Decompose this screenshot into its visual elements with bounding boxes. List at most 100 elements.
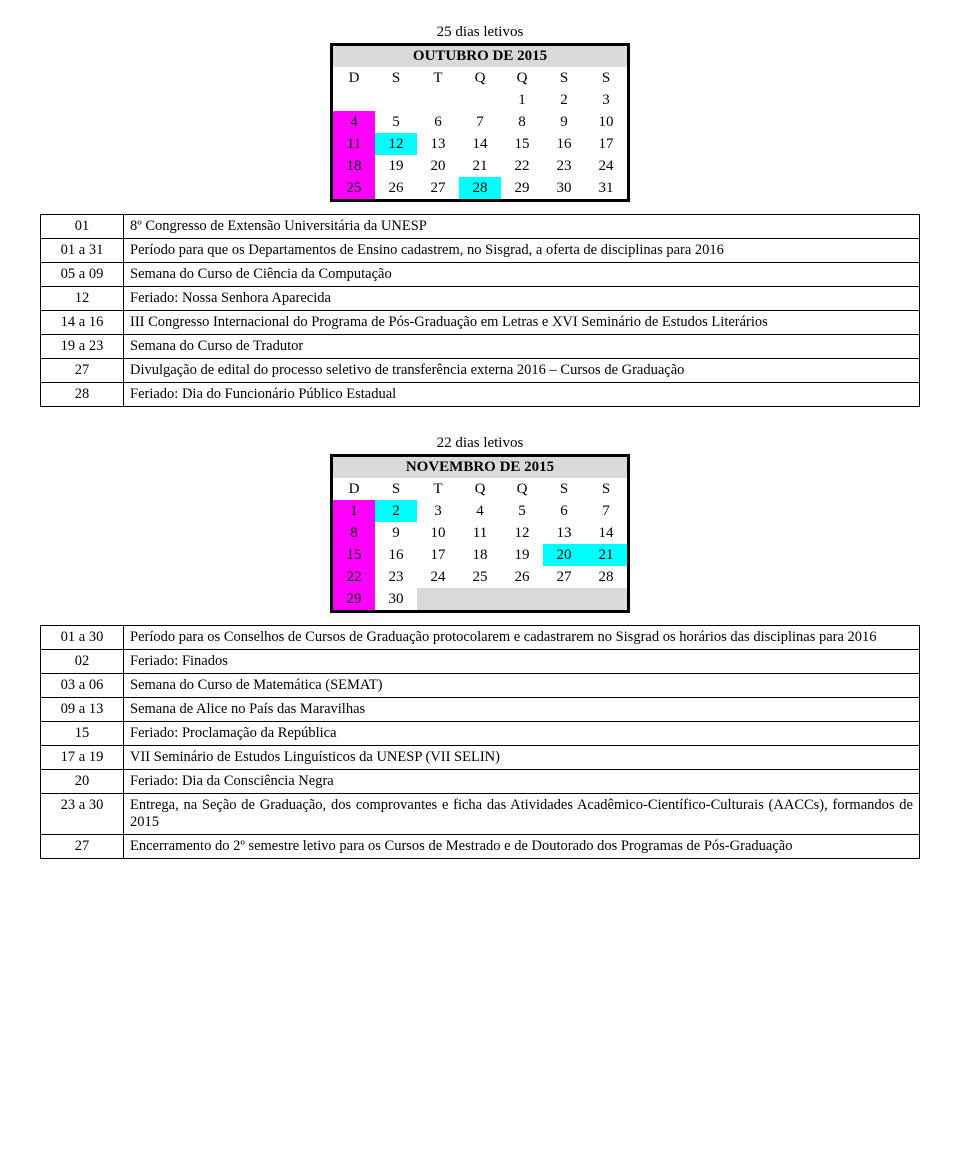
calendar-cell: [417, 89, 459, 111]
event-date: 09 a 13: [41, 698, 124, 722]
calendar-cell: 17: [417, 544, 459, 566]
calendar-cell: 26: [501, 566, 543, 588]
event-text: Semana do Curso de Ciência da Computação: [124, 263, 920, 287]
nov-title: NOVEMBRO DE 2015: [332, 456, 629, 479]
dow-cell: Q: [459, 478, 501, 500]
calendar-cell: 19: [375, 155, 417, 177]
calendar-cell: 23: [543, 155, 585, 177]
calendar-cell: 20: [543, 544, 585, 566]
calendar-row: 123: [332, 89, 629, 111]
calendar-cell: 28: [585, 566, 629, 588]
dow-cell: T: [417, 67, 459, 89]
event-row: 15Feriado: Proclamação da República: [41, 722, 920, 746]
event-row: 05 a 09Semana do Curso de Ciência da Com…: [41, 263, 920, 287]
event-row: 20Feriado: Dia da Consciência Negra: [41, 770, 920, 794]
calendar-cell: 12: [375, 133, 417, 155]
calendar-cell: 21: [585, 544, 629, 566]
calendar-cell: 27: [543, 566, 585, 588]
event-text: Semana de Alice no País das Maravilhas: [124, 698, 920, 722]
calendar-cell: 14: [459, 133, 501, 155]
calendar-cell: 11: [332, 133, 376, 155]
calendar-row: 11121314151617: [332, 133, 629, 155]
calendar-cell: 6: [417, 111, 459, 133]
event-text: Feriado: Dia do Funcionário Público Esta…: [124, 383, 920, 407]
event-date: 27: [41, 359, 124, 383]
calendar-cell: [332, 89, 376, 111]
event-row: 19 a 23Semana do Curso de Tradutor: [41, 335, 920, 359]
event-date: 28: [41, 383, 124, 407]
event-text: Feriado: Proclamação da República: [124, 722, 920, 746]
calendar-cell: 26: [375, 177, 417, 201]
calendar-row: 15161718192021: [332, 544, 629, 566]
calendar-cell: [585, 588, 629, 612]
event-row: 01 a 31Período para que os Departamentos…: [41, 239, 920, 263]
nov-calendar: NOVEMBRO DE 2015 DSTQQSS 123456789101112…: [330, 454, 630, 613]
calendar-cell: 9: [375, 522, 417, 544]
dow-cell: S: [543, 478, 585, 500]
calendar-cell: 29: [501, 177, 543, 201]
calendar-row: 1234567: [332, 500, 629, 522]
calendar-cell: 30: [543, 177, 585, 201]
calendar-cell: 8: [332, 522, 376, 544]
event-date: 12: [41, 287, 124, 311]
event-date: 19 a 23: [41, 335, 124, 359]
oct-title: OUTUBRO DE 2015: [332, 45, 629, 68]
calendar-cell: 2: [543, 89, 585, 111]
calendar-cell: 10: [585, 111, 629, 133]
calendar-row: 891011121314: [332, 522, 629, 544]
calendar-cell: 15: [501, 133, 543, 155]
calendar-row: 25262728293031: [332, 177, 629, 201]
dow-cell: S: [585, 67, 629, 89]
event-date: 01: [41, 215, 124, 239]
calendar-cell: 3: [585, 89, 629, 111]
event-row: 27Encerramento do 2º semestre letivo par…: [41, 835, 920, 859]
calendar-row: 45678910: [332, 111, 629, 133]
calendar-cell: 20: [417, 155, 459, 177]
event-text: 8º Congresso de Extensão Universitária d…: [124, 215, 920, 239]
calendar-cell: 4: [332, 111, 376, 133]
calendar-cell: 13: [543, 522, 585, 544]
event-row: 14 a 16III Congresso Internacional do Pr…: [41, 311, 920, 335]
dow-cell: D: [332, 478, 376, 500]
event-text: Feriado: Nossa Senhora Aparecida: [124, 287, 920, 311]
calendar-cell: 24: [585, 155, 629, 177]
event-text: Entrega, na Seção de Graduação, dos comp…: [124, 794, 920, 835]
calendar-row: 2930: [332, 588, 629, 612]
calendar-cell: 22: [501, 155, 543, 177]
calendar-cell: 4: [459, 500, 501, 522]
calendar-cell: 30: [375, 588, 417, 612]
event-date: 02: [41, 650, 124, 674]
dow-cell: T: [417, 478, 459, 500]
event-text: Período para que os Departamentos de Ens…: [124, 239, 920, 263]
calendar-cell: 22: [332, 566, 376, 588]
event-date: 20: [41, 770, 124, 794]
nov-dow-row: DSTQQSS: [332, 478, 629, 500]
calendar-cell: 16: [375, 544, 417, 566]
calendar-cell: 19: [501, 544, 543, 566]
calendar-cell: 18: [459, 544, 501, 566]
oct-calendar: OUTUBRO DE 2015 DSTQQSS 1234567891011121…: [330, 43, 630, 202]
calendar-cell: 1: [501, 89, 543, 111]
calendar-cell: 25: [332, 177, 376, 201]
calendar-cell: [375, 89, 417, 111]
calendar-cell: 7: [459, 111, 501, 133]
event-text: Semana do Curso de Tradutor: [124, 335, 920, 359]
calendar-cell: 8: [501, 111, 543, 133]
calendar-row: 22232425262728: [332, 566, 629, 588]
event-row: 09 a 13Semana de Alice no País das Marav…: [41, 698, 920, 722]
event-row: 018º Congresso de Extensão Universitária…: [41, 215, 920, 239]
event-row: 17 a 19VII Seminário de Estudos Linguíst…: [41, 746, 920, 770]
calendar-cell: [417, 588, 459, 612]
dow-cell: S: [375, 478, 417, 500]
calendar-cell: 24: [417, 566, 459, 588]
oct-dow-row: DSTQQSS: [332, 67, 629, 89]
event-row: 01 a 30Período para os Conselhos de Curs…: [41, 626, 920, 650]
event-date: 05 a 09: [41, 263, 124, 287]
event-text: III Congresso Internacional do Programa …: [124, 311, 920, 335]
calendar-cell: 18: [332, 155, 376, 177]
event-date: 15: [41, 722, 124, 746]
event-text: Período para os Conselhos de Cursos de G…: [124, 626, 920, 650]
calendar-cell: [543, 588, 585, 612]
event-date: 03 a 06: [41, 674, 124, 698]
event-row: 27Divulgação de edital do processo selet…: [41, 359, 920, 383]
